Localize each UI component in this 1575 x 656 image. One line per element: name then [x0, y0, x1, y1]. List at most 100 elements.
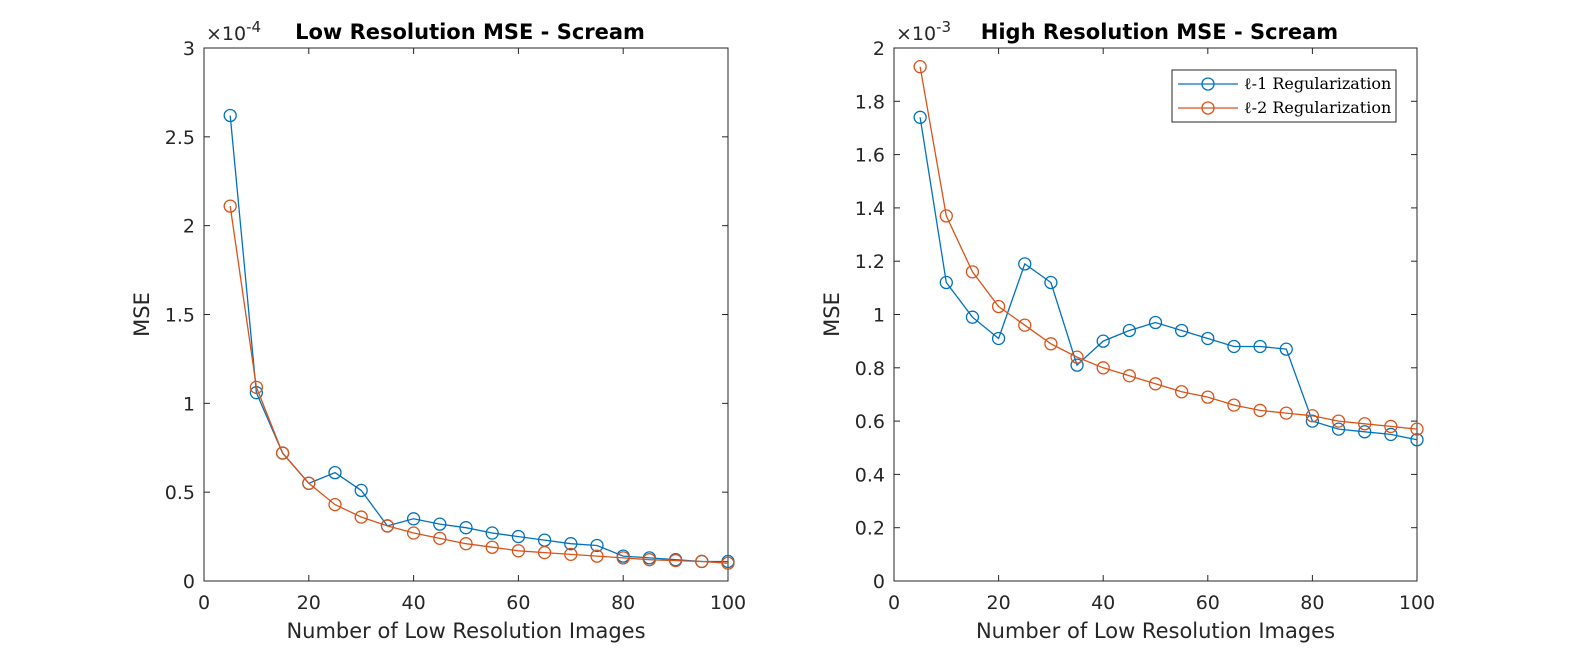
- y-tick-label: 2: [183, 216, 195, 238]
- chart-low-resolution-mse: 0 20 40 60 80 100 0 0.5 1 1.5 2 2.5 3 ×10-4 Low Resolu…: [130, 18, 746, 643]
- y-tick-label: 0: [183, 571, 195, 593]
- y-tick-label: 1: [183, 393, 195, 415]
- y-tick-label: 1.8: [855, 91, 885, 113]
- data-point: [564, 547, 578, 561]
- y-tick-label: 2.5: [165, 127, 195, 149]
- data-point: [433, 517, 447, 531]
- x-tick-label: 80: [611, 592, 635, 614]
- y-tick-label: 0.8: [855, 358, 885, 380]
- y-tick-label: 1: [873, 305, 885, 327]
- data-point: [433, 531, 447, 546]
- x-tick-label: 20: [297, 592, 321, 614]
- data-point: [564, 537, 578, 551]
- data-point: [1018, 257, 1032, 271]
- legend-swatch-marker: [1201, 77, 1215, 91]
- data-point: [1122, 369, 1136, 383]
- data-point: [590, 538, 604, 553]
- y-exponent-base: ×10: [206, 23, 246, 45]
- data-point: [1070, 350, 1084, 364]
- y-exponent-label: ×10-3: [896, 18, 951, 45]
- data-point: [695, 554, 709, 569]
- x-tick-label: 100: [1399, 592, 1435, 614]
- data-point: [485, 526, 499, 540]
- chart-title: High Resolution MSE - Scream: [981, 20, 1338, 44]
- data-point: [1279, 342, 1293, 356]
- x-tick-label: 0: [888, 592, 900, 614]
- data-point: [1044, 275, 1058, 290]
- data-point: [1175, 385, 1189, 399]
- data-point: [1096, 334, 1110, 348]
- chart-title: Low Resolution MSE - Scream: [295, 20, 645, 44]
- y-exponent-label: ×10-4: [206, 18, 261, 45]
- data-point: [354, 510, 368, 524]
- y-tick-label: 3: [183, 38, 195, 60]
- data-point: [511, 529, 526, 544]
- data-point: [1018, 318, 1032, 332]
- series-line-0: [919, 117, 1418, 441]
- data-point: [406, 526, 421, 540]
- x-tick-label: 60: [506, 592, 530, 614]
- data-point: [1358, 417, 1372, 431]
- data-point: [1384, 419, 1398, 434]
- legend: ℓ-1 Regularization ℓ-2 Regularization: [1171, 69, 1397, 123]
- x-axis-label: Number of Low Resolution Images: [286, 619, 645, 643]
- y-tick-label: 1.4: [855, 198, 885, 220]
- data-point: [1148, 377, 1163, 391]
- data-point: [721, 556, 735, 570]
- data-point: [939, 209, 953, 223]
- data-point: [1227, 339, 1241, 354]
- data-point: [537, 545, 552, 560]
- data-point: [1253, 403, 1267, 418]
- y-tick-label: 1.6: [855, 145, 885, 167]
- x-tick-label: 20: [987, 592, 1011, 614]
- data-point: [616, 551, 630, 565]
- data-point: [459, 521, 473, 535]
- y-axis-label: MSE: [130, 292, 154, 337]
- data-point: [328, 465, 342, 480]
- y-tick-label: 0.5: [165, 482, 195, 504]
- data-point: [1384, 427, 1398, 442]
- y-tick-label: 0.2: [855, 518, 885, 540]
- data-point: [328, 497, 342, 512]
- data-point: [380, 519, 395, 533]
- x-axis-label: Number of Low Resolution Images: [976, 619, 1335, 643]
- data-point: [1253, 339, 1267, 354]
- data-point: [1201, 331, 1215, 346]
- y-tick-label: 0: [873, 571, 885, 593]
- x-tick-label: 40: [402, 592, 426, 614]
- data-point: [913, 60, 927, 74]
- data-point: [1279, 406, 1293, 420]
- data-point: [1096, 361, 1110, 375]
- y-axis-label: MSE: [820, 292, 844, 337]
- y-exponent-power: -3: [936, 18, 951, 36]
- x-tick-label: 80: [1300, 592, 1324, 614]
- data-point: [275, 446, 290, 460]
- data-point: [1070, 358, 1084, 372]
- data-point: [1305, 409, 1320, 423]
- x-tick-label: 60: [1196, 592, 1220, 614]
- data-point: [511, 544, 526, 558]
- data-point: [223, 199, 237, 213]
- data-point: [406, 512, 421, 526]
- data-point: [1410, 433, 1424, 447]
- chart-high-resolution-mse: 0 20 40 60 80 100 0 0.2 0.4 0.6 0.8 1 1.2 1.4 1.6 1.8 2 ×…: [820, 18, 1435, 643]
- data-point: [590, 549, 604, 563]
- x-tick-label: 0: [198, 592, 210, 614]
- data-point: [354, 483, 368, 498]
- data-point: [1227, 398, 1241, 412]
- data-point: [1305, 414, 1320, 428]
- data-point: [1410, 422, 1424, 436]
- data-point: [1358, 425, 1372, 439]
- legend-entry: ℓ-2 Regularization: [1244, 98, 1391, 117]
- y-tick-label: 2: [873, 38, 885, 60]
- y-tick-label: 1.5: [165, 305, 195, 327]
- data-point: [991, 299, 1006, 314]
- plot-area: [203, 47, 729, 582]
- y-tick-label: 0.4: [855, 464, 885, 486]
- data-point: [1044, 337, 1058, 351]
- data-point: [991, 331, 1006, 346]
- data-point: [668, 553, 683, 568]
- data-point: [485, 540, 499, 554]
- plot-area: [893, 47, 1418, 582]
